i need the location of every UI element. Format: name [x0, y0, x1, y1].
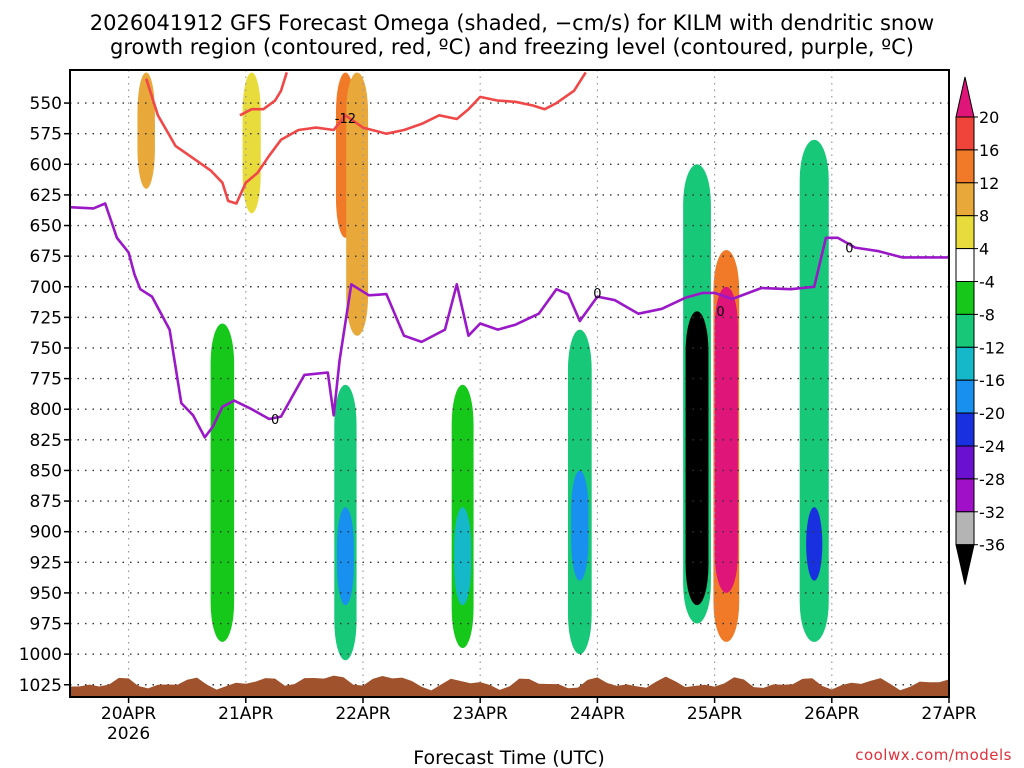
x-tick-label-25APR: 25APR: [687, 704, 743, 724]
y-tick-label-725: 725: [30, 308, 62, 328]
omega-cell-14: [714, 286, 738, 593]
y-tick-label-900: 900: [30, 523, 62, 543]
colorbar-swatch-6: [955, 281, 975, 315]
y-tick-label-650: 650: [30, 217, 62, 237]
colorbar-label-3: 8: [979, 207, 989, 226]
x-tick-label-20APR: 20APR: [101, 704, 157, 724]
x-tick-label-27APR: 27APR: [921, 704, 977, 724]
colorbar-label-7: -12: [979, 338, 1005, 357]
y-tick-label-750: 750: [30, 339, 62, 359]
colorbar-label-8: -16: [979, 371, 1005, 390]
plot-area: -12 0 0 0 0: [70, 70, 949, 697]
y-tick-label-1025: 1025: [19, 676, 62, 696]
chart-title-line2: growth region (contoured, red, ºC) and f…: [110, 35, 914, 59]
omega-cell-15: [799, 139, 829, 642]
y-tick-label-700: 700: [30, 278, 62, 298]
contour-line-0: [144, 71, 587, 205]
x-tick-label-26APR: 26APR: [804, 704, 860, 724]
y-tick-label-875: 875: [30, 492, 62, 512]
y-tick-label-675: 675: [30, 247, 62, 267]
omega-cell-12: [685, 311, 709, 606]
omega-cell-3: [346, 72, 369, 336]
contour-label-0: -12: [335, 112, 356, 127]
plot-frame: [69, 69, 950, 698]
omega-cell-10: [571, 470, 589, 581]
surface-terrain: [70, 675, 949, 697]
y-tick-label-800: 800: [30, 400, 62, 420]
colorbar-label-10: -24: [979, 437, 1005, 456]
colorbar-label-6: -8: [979, 305, 995, 324]
y-axis: 550 575 600 625 650 675 700 725 750 775 800 825 850 8…: [19, 94, 70, 696]
x-tick-label-24APR: 24APR: [570, 704, 626, 724]
x-axis-label: Forecast Time (UTC): [413, 747, 604, 768]
x-tick-sublabel-20APR: 2026: [107, 724, 150, 744]
colorbar-arrow-bottom: [955, 544, 975, 585]
colorbar-swatch-7: [955, 313, 975, 348]
y-tick-label-850: 850: [30, 461, 62, 481]
y-tick-label-950: 950: [30, 584, 62, 604]
colorbar-label-11: -28: [979, 470, 1005, 489]
contour-labels: -12 0 0 0 0: [271, 112, 854, 428]
y-tick-label-975: 975: [30, 615, 62, 635]
contour-label-4: 0: [845, 242, 853, 257]
colorbar-swatch-5: [955, 248, 975, 283]
colorbar-label-5: -4: [979, 273, 995, 292]
omega-cell-8: [454, 507, 472, 606]
y-tick-label-625: 625: [30, 186, 62, 206]
contour-label-3: 0: [593, 287, 601, 302]
omega-cell-16: [806, 507, 823, 581]
contour-line-2: [70, 202, 949, 439]
contour-lines: [70, 71, 949, 439]
x-tick-label-23APR: 23APR: [453, 704, 509, 724]
x-tick-label-22APR: 22APR: [335, 704, 391, 724]
omega-cell-4: [210, 323, 235, 642]
y-tick-label-550: 550: [30, 94, 62, 114]
omega-cell-0: [137, 72, 155, 189]
colorbar-swatch-10: [955, 412, 975, 447]
omega-cell-6: [336, 507, 354, 606]
x-tick-label-21APR: 21APR: [218, 704, 274, 724]
colorbar-swatch-2: [955, 149, 975, 184]
colorbar-swatch-12: [955, 478, 975, 513]
y-tick-label-825: 825: [30, 431, 62, 451]
surface-layer: [70, 675, 949, 697]
omega-cell-1: [242, 72, 261, 214]
colorbar-swatch-13: [955, 511, 975, 546]
colorbar-swatch-9: [955, 379, 975, 414]
contour-label-2: 0: [716, 305, 724, 320]
colorbar-label-0: 20: [979, 108, 999, 127]
colorbar-swatch-3: [955, 182, 975, 217]
contour-label-1: 0: [271, 413, 279, 428]
contour-line-1: [239, 72, 289, 117]
y-tick-label-925: 925: [30, 553, 62, 573]
colorbar-swatch-1: [955, 116, 975, 151]
y-tick-label-775: 775: [30, 370, 62, 390]
colorbar-swatch-8: [955, 346, 975, 381]
colorbar-label-13: -36: [979, 536, 1005, 555]
colorbar-swatch-4: [955, 215, 975, 250]
grid-lines: [70, 70, 949, 697]
y-tick-label-575: 575: [30, 125, 62, 145]
y-tick-label-1000: 1000: [19, 645, 62, 665]
y-tick-label-600: 600: [30, 155, 62, 175]
colorbar-label-4: 4: [979, 240, 989, 259]
colorbar-label-12: -32: [979, 503, 1005, 522]
colorbar-label-1: 16: [979, 141, 999, 160]
chart-title-line1: 2026041912 GFS Forecast Omega (shaded, −…: [90, 11, 934, 35]
colorbar-label-2: 12: [979, 174, 999, 193]
credit-text: coolwx.com/models: [855, 746, 1012, 764]
colorbar-swatch-11: [955, 445, 975, 480]
colorbar: 20 16 12 8 4 -4 -8 -12 -16 -20 -24 -28 -32 -36: [955, 76, 1005, 585]
colorbar-label-9: -20: [979, 404, 1005, 423]
